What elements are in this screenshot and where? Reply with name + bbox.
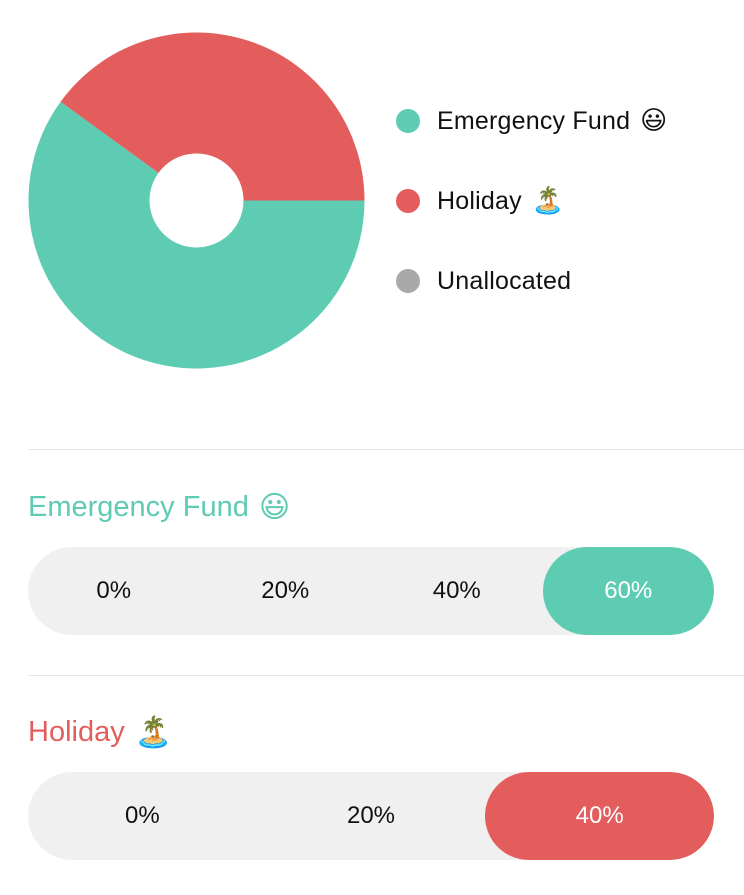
holiday-option-40[interactable]: 40% bbox=[485, 772, 714, 860]
emergency-fund-option-0[interactable]: 0% bbox=[96, 577, 132, 604]
holiday-percent-selector[interactable]: 0% 20% 40% bbox=[28, 772, 714, 860]
legend-item-emergency-fund: Emergency Fund 😃 bbox=[396, 100, 667, 142]
holiday-option-20[interactable]: 20% bbox=[346, 802, 396, 829]
holiday-title-text: Holiday bbox=[28, 716, 125, 748]
smiley-emoji-icon: 😃 bbox=[258, 490, 291, 525]
legend-item-unallocated: Unallocated bbox=[396, 260, 667, 302]
donut-chart-svg bbox=[28, 32, 365, 369]
legend-dot-emergency-fund bbox=[396, 109, 420, 133]
emergency-fund-option-40[interactable]: 40% bbox=[432, 577, 481, 604]
emergency-fund-title: Emergency Fund 😃 bbox=[28, 490, 290, 525]
emergency-fund-option-20[interactable]: 20% bbox=[261, 577, 310, 604]
donut-slice-holiday bbox=[60, 32, 365, 201]
legend-label-unallocated: Unallocated bbox=[437, 266, 572, 295]
emergency-fund-title-text: Emergency Fund bbox=[28, 491, 249, 523]
island-emoji-icon: 🏝️ bbox=[531, 186, 565, 216]
island-emoji-icon: 🏝️ bbox=[134, 715, 173, 750]
legend-label-emergency-fund: Emergency Fund bbox=[437, 106, 631, 135]
emergency-fund-option-60[interactable]: 60% bbox=[542, 547, 714, 635]
divider bbox=[28, 675, 744, 676]
legend-item-holiday: Holiday 🏝️ bbox=[396, 180, 667, 222]
divider bbox=[28, 449, 744, 450]
donut-slice-emergency-fund bbox=[28, 101, 365, 369]
legend-dot-holiday bbox=[396, 189, 420, 213]
legend-label-holiday: Holiday bbox=[437, 186, 522, 215]
holiday-option-0[interactable]: 0% bbox=[124, 802, 160, 829]
chart-legend: Emergency Fund 😃 Holiday 🏝️ Unallocated bbox=[396, 100, 667, 340]
legend-dot-unallocated bbox=[396, 269, 420, 293]
allocation-donut-chart bbox=[28, 32, 365, 369]
holiday-title: Holiday 🏝️ bbox=[28, 715, 172, 750]
smiley-emoji-icon: 😃 bbox=[640, 106, 668, 136]
emergency-fund-percent-selector[interactable]: 0% 20% 40% 60% bbox=[28, 547, 714, 635]
